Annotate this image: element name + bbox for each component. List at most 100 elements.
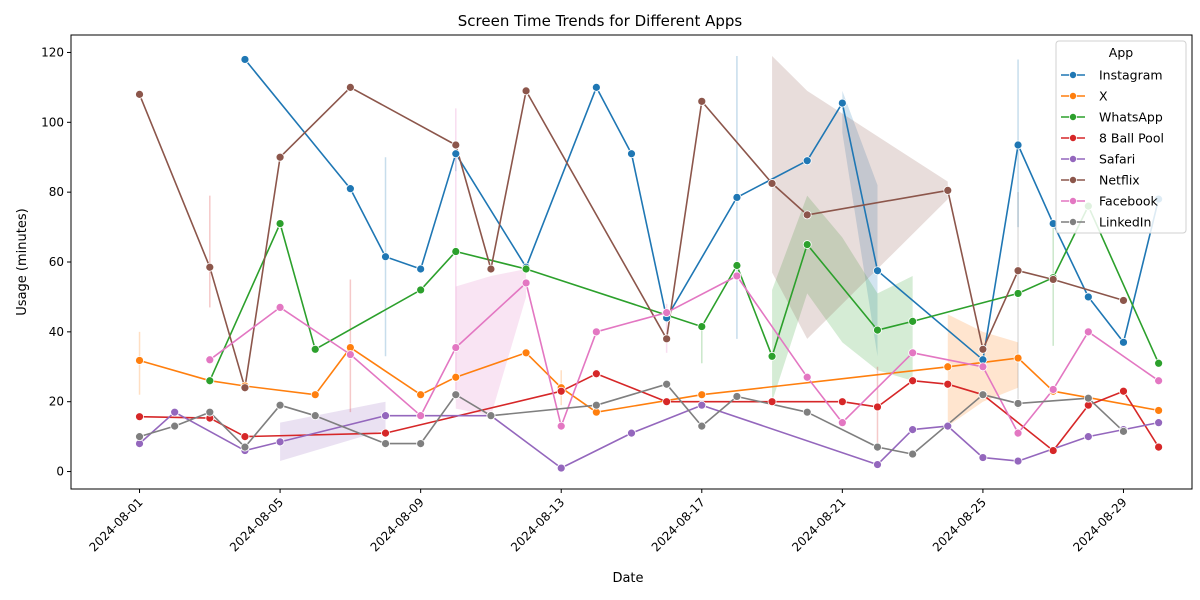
facebook-point xyxy=(205,355,215,365)
linkedin-point xyxy=(591,400,601,410)
8-ball-pool-point xyxy=(591,369,601,379)
x-axis: 2024-08-01 2024-08-05 2024-08-09 2024-08-13… xyxy=(86,489,1130,554)
safari-point xyxy=(873,460,882,469)
8-ball-pool-point xyxy=(1119,386,1128,396)
linkedin-point xyxy=(802,407,812,417)
8-ball-pool-point xyxy=(556,386,566,396)
netflix-point xyxy=(662,334,672,344)
8-ball-pool-point xyxy=(873,402,882,412)
instagram-point xyxy=(381,252,390,262)
facebook-line xyxy=(209,275,1160,434)
whatsapp-point xyxy=(1154,358,1164,368)
x-tick-label: 2024-08-25 xyxy=(930,495,989,554)
instagram-point xyxy=(451,149,461,159)
series-points xyxy=(135,55,1164,473)
x-tick-label: 2024-08-09 xyxy=(368,495,427,554)
safari-point xyxy=(1083,432,1093,442)
legend-title: App xyxy=(1109,45,1133,60)
y-axis-label: Usage (minutes) xyxy=(15,208,30,315)
x-point xyxy=(1154,406,1164,415)
facebook-point xyxy=(1048,385,1058,394)
instagram-point xyxy=(732,192,742,202)
safari-point xyxy=(170,407,180,417)
y-tick-label: 80 xyxy=(49,185,64,199)
linkedin-point xyxy=(908,449,918,459)
whatsapp-point xyxy=(873,325,882,335)
whatsapp-point xyxy=(451,247,461,256)
linkedin-point xyxy=(978,390,988,400)
netflix-point xyxy=(521,86,531,96)
netflix-point xyxy=(275,152,285,162)
legend-box xyxy=(1055,40,1187,234)
facebook-point xyxy=(732,271,742,281)
linkedin-point xyxy=(873,442,882,452)
legend-label: Instagram xyxy=(1099,68,1163,83)
legend-label: 8 Ball Pool xyxy=(1099,131,1164,146)
facebook-point xyxy=(908,348,918,358)
x-point xyxy=(451,372,461,382)
facebook-point xyxy=(275,302,285,312)
legend-marker xyxy=(1069,113,1078,122)
x-point xyxy=(521,348,531,358)
safari-point xyxy=(275,437,285,447)
plot-frame xyxy=(70,34,1193,490)
linkedin-point xyxy=(310,411,320,421)
y-tick-label: 60 xyxy=(49,255,64,269)
legend-label: Netflix xyxy=(1099,173,1140,188)
facebook-point xyxy=(345,350,355,359)
facebook-point xyxy=(556,421,566,431)
netflix-point xyxy=(135,89,144,99)
linkedin-point xyxy=(240,442,250,452)
x-point xyxy=(310,390,320,400)
facebook-point xyxy=(1154,376,1164,386)
8-ball-pool-point xyxy=(1154,442,1164,452)
instagram-point xyxy=(837,98,847,108)
netflix-point xyxy=(205,262,215,272)
safari-point xyxy=(697,400,707,410)
safari-point xyxy=(1013,456,1023,466)
netflix-point xyxy=(943,186,953,195)
safari-point xyxy=(943,421,953,431)
legend-marker xyxy=(1069,71,1078,80)
linkedin-point xyxy=(1119,426,1128,436)
x-tick-label: 2024-08-01 xyxy=(86,495,145,554)
y-axis: 0 20 40 60 80 100 120 xyxy=(41,45,71,479)
facebook-point xyxy=(978,362,988,372)
x-point xyxy=(697,390,707,400)
x-tick-label: 2024-08-17 xyxy=(649,495,708,554)
legend: App Instagram X WhatsApp 8 Ball Pool Safari Ne… xyxy=(1055,40,1187,234)
linkedin-point xyxy=(135,432,144,442)
8-ball-pool-point xyxy=(943,379,953,389)
legend-label: Facebook xyxy=(1099,194,1158,209)
linkedin-point xyxy=(205,407,215,417)
8-ball-pool-point xyxy=(662,397,672,407)
whatsapp-line xyxy=(209,205,1160,382)
whatsapp-point xyxy=(275,219,285,228)
whatsapp-point xyxy=(205,376,215,386)
instagram-point xyxy=(1119,337,1128,347)
netflix-point xyxy=(345,82,355,92)
8-ball-pool-point xyxy=(767,397,777,407)
legend-marker xyxy=(1069,92,1078,101)
whatsapp-point xyxy=(1013,289,1023,298)
legend-label: LinkedIn xyxy=(1099,215,1151,230)
facebook-point xyxy=(591,327,601,337)
instagram-point xyxy=(802,156,812,166)
whatsapp-point xyxy=(732,261,742,270)
whatsapp-point xyxy=(416,285,426,295)
instagram-point xyxy=(240,55,250,64)
safari-point xyxy=(908,425,918,435)
8-ball-pool-point xyxy=(381,428,390,438)
facebook-point xyxy=(451,343,461,352)
safari-point xyxy=(1154,418,1164,428)
netflix-band xyxy=(772,55,948,339)
safari-point xyxy=(978,453,988,462)
facebook-point xyxy=(837,418,847,428)
instagram-point xyxy=(591,82,601,92)
legend-label: X xyxy=(1099,89,1108,104)
legend-label: WhatsApp xyxy=(1099,110,1163,125)
linkedin-point xyxy=(275,400,285,410)
legend-marker xyxy=(1069,154,1078,163)
legend-marker xyxy=(1069,175,1078,184)
facebook-point xyxy=(521,278,531,288)
